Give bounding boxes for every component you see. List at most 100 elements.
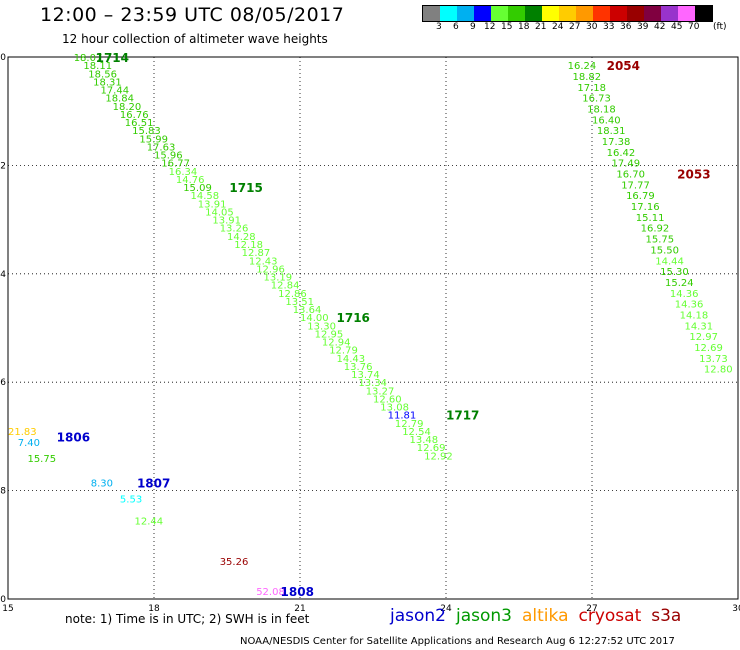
pass-time-label: 1808 bbox=[281, 585, 314, 599]
wave-height-value: 5.53 bbox=[120, 495, 142, 506]
colorbar bbox=[422, 5, 713, 22]
wave-height-value: 8.30 bbox=[91, 478, 113, 489]
colorbar-swatch bbox=[627, 6, 644, 21]
wave-height-value: 14.36 bbox=[675, 300, 704, 311]
wave-height-value: 16.40 bbox=[592, 115, 621, 126]
x-tick-label: 30 bbox=[732, 604, 740, 614]
wave-height-value: 16.24 bbox=[568, 61, 597, 72]
colorbar-tick-label: 42 bbox=[654, 22, 666, 32]
wave-height-value: 18.11 bbox=[83, 61, 112, 72]
colorbar-tick-label: 12 bbox=[484, 22, 496, 32]
wave-height-value: 15.24 bbox=[665, 278, 694, 289]
colorbar-labels: 3 6 9 12 15 18 21 24 27 30 33 36 39 42 45 70 (ft) bbox=[422, 22, 740, 34]
wave-height-value: 17.18 bbox=[577, 83, 606, 94]
colorbar-swatch bbox=[423, 6, 440, 21]
wave-height-value: 17.49 bbox=[611, 159, 640, 170]
wave-height-value: 16.34 bbox=[169, 167, 198, 178]
wave-height-value: 15.75 bbox=[27, 454, 56, 465]
wave-height-value: 14.43 bbox=[337, 354, 366, 365]
wave-height-value: 12.60 bbox=[373, 394, 402, 405]
note-text: note: 1) Time is in UTC; 2) SWH is in fe… bbox=[65, 612, 310, 626]
colorbar-tick-label: 6 bbox=[453, 22, 459, 32]
wave-height-value: 15.50 bbox=[650, 245, 679, 256]
colorbar-swatch bbox=[576, 6, 593, 21]
wave-height-value: 18.07 bbox=[74, 53, 103, 64]
wave-height-value: 14.76 bbox=[176, 175, 205, 186]
pass-time-label: 1715 bbox=[229, 181, 262, 195]
page-title: 12:00 – 23:59 UTC 08/05/2017 bbox=[40, 4, 345, 26]
colorbar-tick-label: 3 bbox=[436, 22, 442, 32]
wave-height-value: 12.94 bbox=[322, 338, 351, 349]
pass-time-label: 2053 bbox=[677, 168, 710, 182]
wave-height-value: 15.30 bbox=[660, 267, 689, 278]
x-tick-label: 15 bbox=[2, 604, 13, 614]
wave-height-value: 7.40 bbox=[18, 438, 40, 449]
y-tick-label: -52 bbox=[0, 161, 6, 171]
wave-height-value: 14.18 bbox=[680, 310, 709, 321]
wave-height-value: 15.11 bbox=[636, 213, 665, 224]
pass-time-label: 1716 bbox=[337, 311, 370, 325]
colorbar-swatch bbox=[491, 6, 508, 21]
pass-time-label: 1714 bbox=[96, 51, 129, 65]
colorbar-swatch bbox=[474, 6, 491, 21]
wave-height-value: 18.84 bbox=[105, 94, 134, 105]
wave-height-value: 13.74 bbox=[351, 370, 380, 381]
wave-height-value: 14.58 bbox=[191, 191, 220, 202]
wave-height-value: 12.87 bbox=[242, 248, 271, 259]
wave-height-value: 12.86 bbox=[278, 289, 307, 300]
colorbar-tick-label: 9 bbox=[470, 22, 476, 32]
colorbar-tick-label: 30 bbox=[586, 22, 598, 32]
wave-height-value: 14.36 bbox=[670, 289, 699, 300]
colorbar-tick-label: 24 bbox=[552, 22, 564, 32]
wave-height-value: 12.69 bbox=[417, 443, 446, 454]
wave-height-value: 16.77 bbox=[161, 159, 190, 170]
wave-height-value: 12.96 bbox=[256, 264, 285, 275]
wave-height-value: 18.20 bbox=[113, 102, 142, 113]
wave-height-value: 12.18 bbox=[234, 240, 263, 251]
wave-height-value: 16.92 bbox=[641, 224, 670, 235]
wave-height-value: 13.91 bbox=[198, 199, 227, 210]
legend-item-jason2: jason2 bbox=[390, 606, 446, 626]
wave-height-value: 13.26 bbox=[220, 224, 249, 235]
wave-height-value: 17.16 bbox=[631, 202, 660, 213]
colorbar-swatch bbox=[593, 6, 610, 21]
colorbar-swatch bbox=[695, 6, 712, 21]
colorbar-swatch bbox=[610, 6, 627, 21]
colorbar-tick-label: 21 bbox=[535, 22, 547, 32]
wave-height-value: 16.76 bbox=[120, 110, 149, 121]
page-subtitle: 12 hour collection of altimeter wave hei… bbox=[62, 32, 328, 46]
wave-height-value: 21.83 bbox=[8, 427, 37, 438]
y-tick-label: -58 bbox=[0, 487, 6, 497]
wave-height-value: 18.82 bbox=[573, 72, 602, 83]
wave-height-value: 12.79 bbox=[395, 419, 424, 430]
wave-height-value: 12.44 bbox=[135, 516, 164, 527]
colorbar-swatch bbox=[542, 6, 559, 21]
wave-height-value: 13.08 bbox=[380, 403, 409, 414]
colorbar-swatch bbox=[525, 6, 542, 21]
x-tick-label: 24 bbox=[440, 604, 452, 614]
wave-height-value: 14.05 bbox=[205, 207, 234, 218]
wave-height-value: 14.28 bbox=[227, 232, 256, 243]
pass-time-label: 2054 bbox=[607, 59, 640, 73]
wave-height-value: 12.79 bbox=[329, 346, 358, 357]
colorbar-tick-label: 27 bbox=[569, 22, 581, 32]
colorbar-swatch bbox=[661, 6, 678, 21]
wave-height-value: 11.81 bbox=[388, 411, 417, 422]
wave-height-value: 15.09 bbox=[183, 183, 212, 194]
wave-height-value: 13.27 bbox=[366, 386, 395, 397]
colorbar-swatch bbox=[644, 6, 661, 21]
colorbar-tick-label: 39 bbox=[637, 22, 649, 32]
x-tick-label: 18 bbox=[148, 604, 160, 614]
wave-height-value: 15.75 bbox=[646, 235, 675, 246]
wave-height-value: 13.30 bbox=[307, 321, 336, 332]
y-tick-label: -60 bbox=[0, 595, 6, 605]
wave-height-value: 18.56 bbox=[88, 69, 117, 80]
wave-height-value: 15.99 bbox=[139, 134, 168, 145]
pass-time-label: 1717 bbox=[446, 409, 479, 423]
wave-height-value: 12.92 bbox=[424, 451, 453, 462]
colorbar-swatch bbox=[508, 6, 525, 21]
wave-height-value: 14.44 bbox=[655, 256, 684, 267]
wave-height-value: 12.97 bbox=[689, 332, 718, 343]
wave-height-value: 16.79 bbox=[626, 191, 655, 202]
